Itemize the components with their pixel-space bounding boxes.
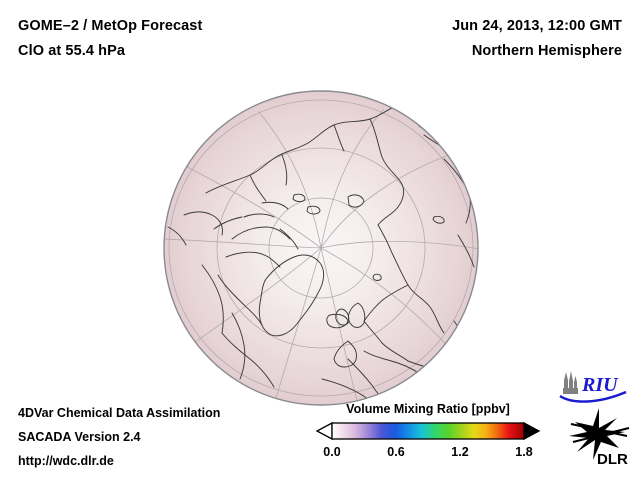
header-left-block: GOME–2 / MetOp Forecast ClO at 55.4 hPa — [18, 14, 202, 64]
colorbar-tick-3: 1.8 — [515, 445, 533, 459]
footer-method-label: 4DVar Chemical Data Assimilation — [18, 406, 221, 420]
footer-left-block: 4DVar Chemical Data Assimilation SACADA … — [18, 401, 220, 473]
riu-logo: RIU — [558, 368, 632, 404]
colorbar-title: Volume Mixing Ratio [ppbv] — [346, 402, 510, 416]
riu-wordmark: RIU — [581, 374, 619, 396]
page-title: GOME–2 / MetOp Forecast — [18, 18, 203, 34]
globe-map — [162, 89, 480, 407]
cathedral-towers-icon — [563, 371, 578, 394]
page-subtitle-species: ClO at 55.4 hPa — [18, 43, 126, 59]
globe-svg — [163, 90, 479, 406]
colorbar-block: Volume Mixing Ratio [ppbv] 0.0 0.6 1.2 1… — [312, 400, 544, 463]
colorbar-right-arrow — [523, 421, 541, 441]
colorbar-tick-1: 0.6 — [387, 445, 405, 459]
colorbar-swatch — [312, 421, 544, 441]
coastlines — [167, 104, 475, 405]
colorbar-left-arrow — [315, 421, 333, 441]
riu-logo-svg: RIU — [559, 371, 627, 403]
colorbar-tick-labels: 0.0 0.6 1.2 1.8 — [312, 445, 544, 463]
dlr-wordmark: DLR — [597, 451, 628, 468]
graticule-parallels — [168, 99, 474, 397]
graticule-meridians — [164, 108, 478, 405]
timestamp-label: Jun 24, 2013, 12:00 GMT — [452, 18, 622, 34]
footer-version-label: SACADA Version 2.4 — [18, 430, 141, 444]
colorbar-svg — [315, 421, 541, 441]
header-right-block: Jun 24, 2013, 12:00 GMT Northern Hemisph… — [452, 14, 622, 64]
dlr-mark-icon — [569, 408, 630, 460]
colorbar-ramp — [331, 422, 525, 440]
dlr-logo-svg: DLR — [569, 408, 630, 468]
riu-swoosh — [559, 390, 627, 403]
dlr-logo: DLR — [563, 406, 635, 468]
hemisphere-label: Northern Hemisphere — [471, 43, 622, 59]
globe-limb-outline — [163, 90, 479, 406]
colorbar-tick-0: 0.0 — [323, 445, 341, 459]
colorbar-tick-2: 1.2 — [451, 445, 469, 459]
footer-url-link[interactable]: http://wdc.dlr.de — [18, 454, 114, 468]
